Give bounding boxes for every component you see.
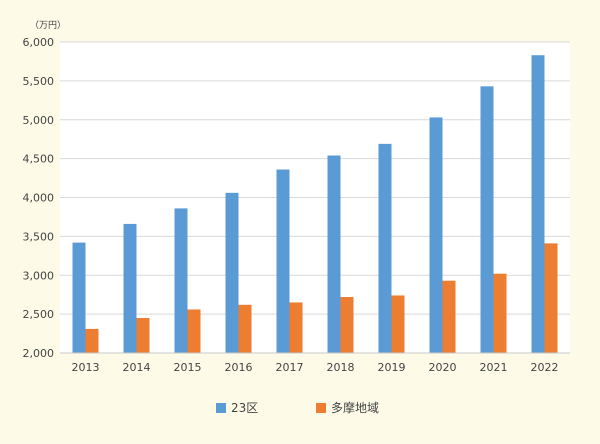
bar-series-2-2018 — [340, 297, 354, 353]
bar-series-2-2017 — [289, 302, 303, 353]
bars — [72, 55, 558, 353]
bar-series-2-2022 — [544, 243, 558, 353]
bar-series-1-2018 — [327, 155, 341, 353]
legend: 23区 多摩地域 — [216, 400, 379, 415]
x-tick-label: 2021 — [480, 361, 508, 374]
x-tick-label: 2015 — [174, 361, 202, 374]
bar-series-2-2019 — [391, 295, 405, 353]
bar-series-1-2014 — [123, 223, 137, 353]
x-tick-label: 2022 — [531, 361, 559, 374]
x-tick-label: 2019 — [378, 361, 406, 374]
x-tick-label: 2018 — [327, 361, 355, 374]
bar-series-1-2017 — [276, 169, 290, 353]
y-tick-label: 4,500 — [23, 153, 55, 166]
y-tick-label: 2,000 — [23, 347, 55, 360]
x-tick-label: 2013 — [72, 361, 100, 374]
y-tick-label: 3,000 — [23, 269, 55, 282]
bar-series-2-2015 — [187, 309, 201, 353]
y-tick-label: 5,500 — [23, 75, 55, 88]
unit-label: （万円） — [30, 20, 66, 31]
legend-label: 23区 — [231, 401, 258, 415]
legend-label: 多摩地域 — [331, 400, 379, 415]
y-tick-label: 3,500 — [23, 230, 55, 243]
y-axis-ticks: 2,000 2,500 3,000 3,500 4,000 4,500 5,000 5,500… — [23, 36, 55, 360]
legend-swatch — [216, 403, 226, 413]
x-tick-label: 2014 — [123, 361, 151, 374]
bar-series-1-2015 — [174, 208, 188, 353]
legend-swatch — [316, 403, 326, 413]
bar-series-1-2016 — [225, 192, 239, 353]
bar-series-1-2020 — [429, 117, 443, 353]
bar-series-1-2013 — [72, 242, 86, 353]
bar-series-2-2013 — [85, 328, 99, 353]
y-tick-label: 5,000 — [23, 114, 55, 127]
bar-series-1-2022 — [531, 55, 545, 353]
bar-series-2-2020 — [442, 280, 456, 353]
y-tick-label: 4,000 — [23, 192, 55, 205]
bar-series-2-2014 — [136, 318, 150, 353]
bar-series-1-2021 — [480, 86, 494, 353]
gridlines — [60, 41, 570, 315]
x-tick-label: 2016 — [225, 361, 253, 374]
y-tick-label: 2,500 — [23, 308, 55, 321]
bar-series-2-2016 — [238, 304, 252, 353]
y-tick-label: 6,000 — [23, 36, 55, 49]
x-axis-ticks: 2013 2014 2015 2016 2017 2018 2019 2020 2021 2022 — [72, 361, 559, 374]
bar-series-1-2019 — [378, 143, 392, 353]
x-tick-label: 2017 — [276, 361, 304, 374]
bar-series-2-2021 — [493, 273, 507, 353]
x-tick-label: 2020 — [429, 361, 457, 374]
